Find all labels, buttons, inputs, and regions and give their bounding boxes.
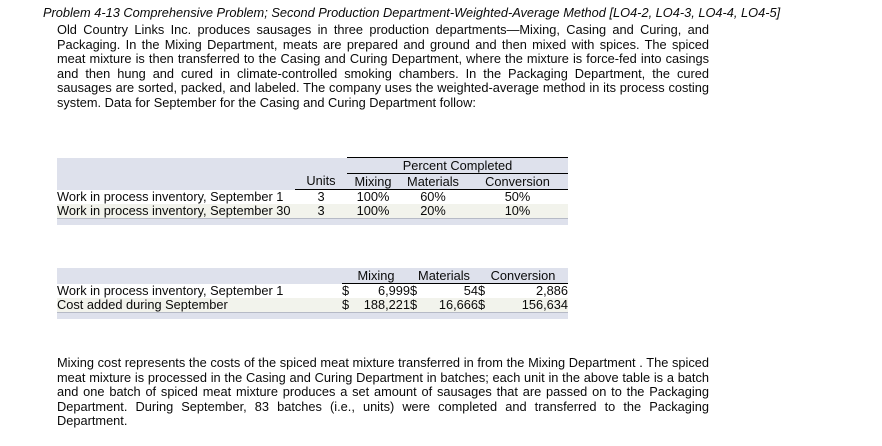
conversion-cost-value: 156,634 <box>521 298 568 312</box>
column-header-mixing: Mixing <box>347 173 399 190</box>
cost-table-column-header-row: Mixing Materials Conversion <box>57 268 568 284</box>
column-header-materials: Materials <box>399 173 467 190</box>
conversion-cost-value: 2,886 <box>535 283 568 298</box>
column-header-conversion: Conversion <box>478 268 568 284</box>
problem-title: Problem 4-13 Comprehensive Problem; Seco… <box>43 5 781 20</box>
units-value: 3 <box>295 204 347 219</box>
column-header-conversion: Conversion <box>467 173 568 190</box>
table-row: Work in process inventory, September 1 3… <box>57 190 568 205</box>
percent-table-column-header-row: Units Mixing Materials Conversion <box>57 173 568 190</box>
row-label: Work in process inventory, September 30 <box>57 204 295 219</box>
intro-paragraph: Old Country Links Inc. produces sausages… <box>57 22 709 110</box>
conversion-cost-cell: $156,634 <box>478 298 568 313</box>
conversion-percent-value: 10% <box>467 204 568 219</box>
mixing-cost-value: 188,221 <box>363 298 410 312</box>
currency-symbol: $ <box>410 298 418 312</box>
column-header-materials: Materials <box>410 268 478 284</box>
materials-cost-value: 16,666 <box>438 298 478 312</box>
percent-table-group-header-row: Percent Completed <box>57 157 568 174</box>
table-footer-band <box>57 312 568 319</box>
table-row: Work in process inventory, September 1 $… <box>57 284 568 299</box>
cost-table: Mixing Materials Conversion Work in proc… <box>57 268 568 319</box>
empty-cell <box>57 268 342 284</box>
column-header-mixing: Mixing <box>342 268 410 284</box>
mixing-percent-value: 100% <box>356 189 390 204</box>
empty-cell <box>57 157 295 174</box>
column-header-units: Units <box>295 173 347 190</box>
currency-symbol: $ <box>410 283 418 298</box>
empty-cell <box>57 218 568 225</box>
materials-cost-value: 54 <box>463 283 478 298</box>
currency-symbol: $ <box>342 283 350 298</box>
mixing-cost-value: 6,999 <box>377 283 410 298</box>
row-label: Cost added during September <box>57 298 342 313</box>
table-footer-band <box>57 218 568 225</box>
mixing-cost-cell: $6,999 <box>342 284 410 299</box>
materials-percent-value: 60% <box>420 189 446 204</box>
materials-percent-value: 20% <box>399 204 467 219</box>
empty-cell <box>295 157 347 174</box>
table-row: Cost added during September $188,221 $16… <box>57 298 568 313</box>
currency-symbol: $ <box>342 298 350 312</box>
conversion-percent-value: 50% <box>504 189 531 204</box>
units-value: 3 <box>317 189 325 204</box>
closing-paragraph: Mixing cost represents the costs of the … <box>57 355 709 429</box>
empty-cell <box>57 312 568 319</box>
empty-cell <box>57 173 295 190</box>
row-label: Work in process inventory, September 1 <box>57 283 284 298</box>
conversion-cost-cell: $2,886 <box>478 284 568 299</box>
currency-symbol: $ <box>478 283 486 298</box>
percent-completed-group-header: Percent Completed <box>347 157 568 174</box>
mixing-cost-cell: $188,221 <box>342 298 410 313</box>
table-row: Work in process inventory, September 30 … <box>57 204 568 219</box>
mixing-percent-value: 100% <box>347 204 399 219</box>
percent-completed-table: Percent Completed Units Mixing Materials… <box>57 157 568 225</box>
row-label: Work in process inventory, September 1 <box>57 189 284 204</box>
materials-cost-cell: $54 <box>410 284 478 299</box>
materials-cost-cell: $16,666 <box>410 298 478 313</box>
currency-symbol: $ <box>478 298 486 312</box>
